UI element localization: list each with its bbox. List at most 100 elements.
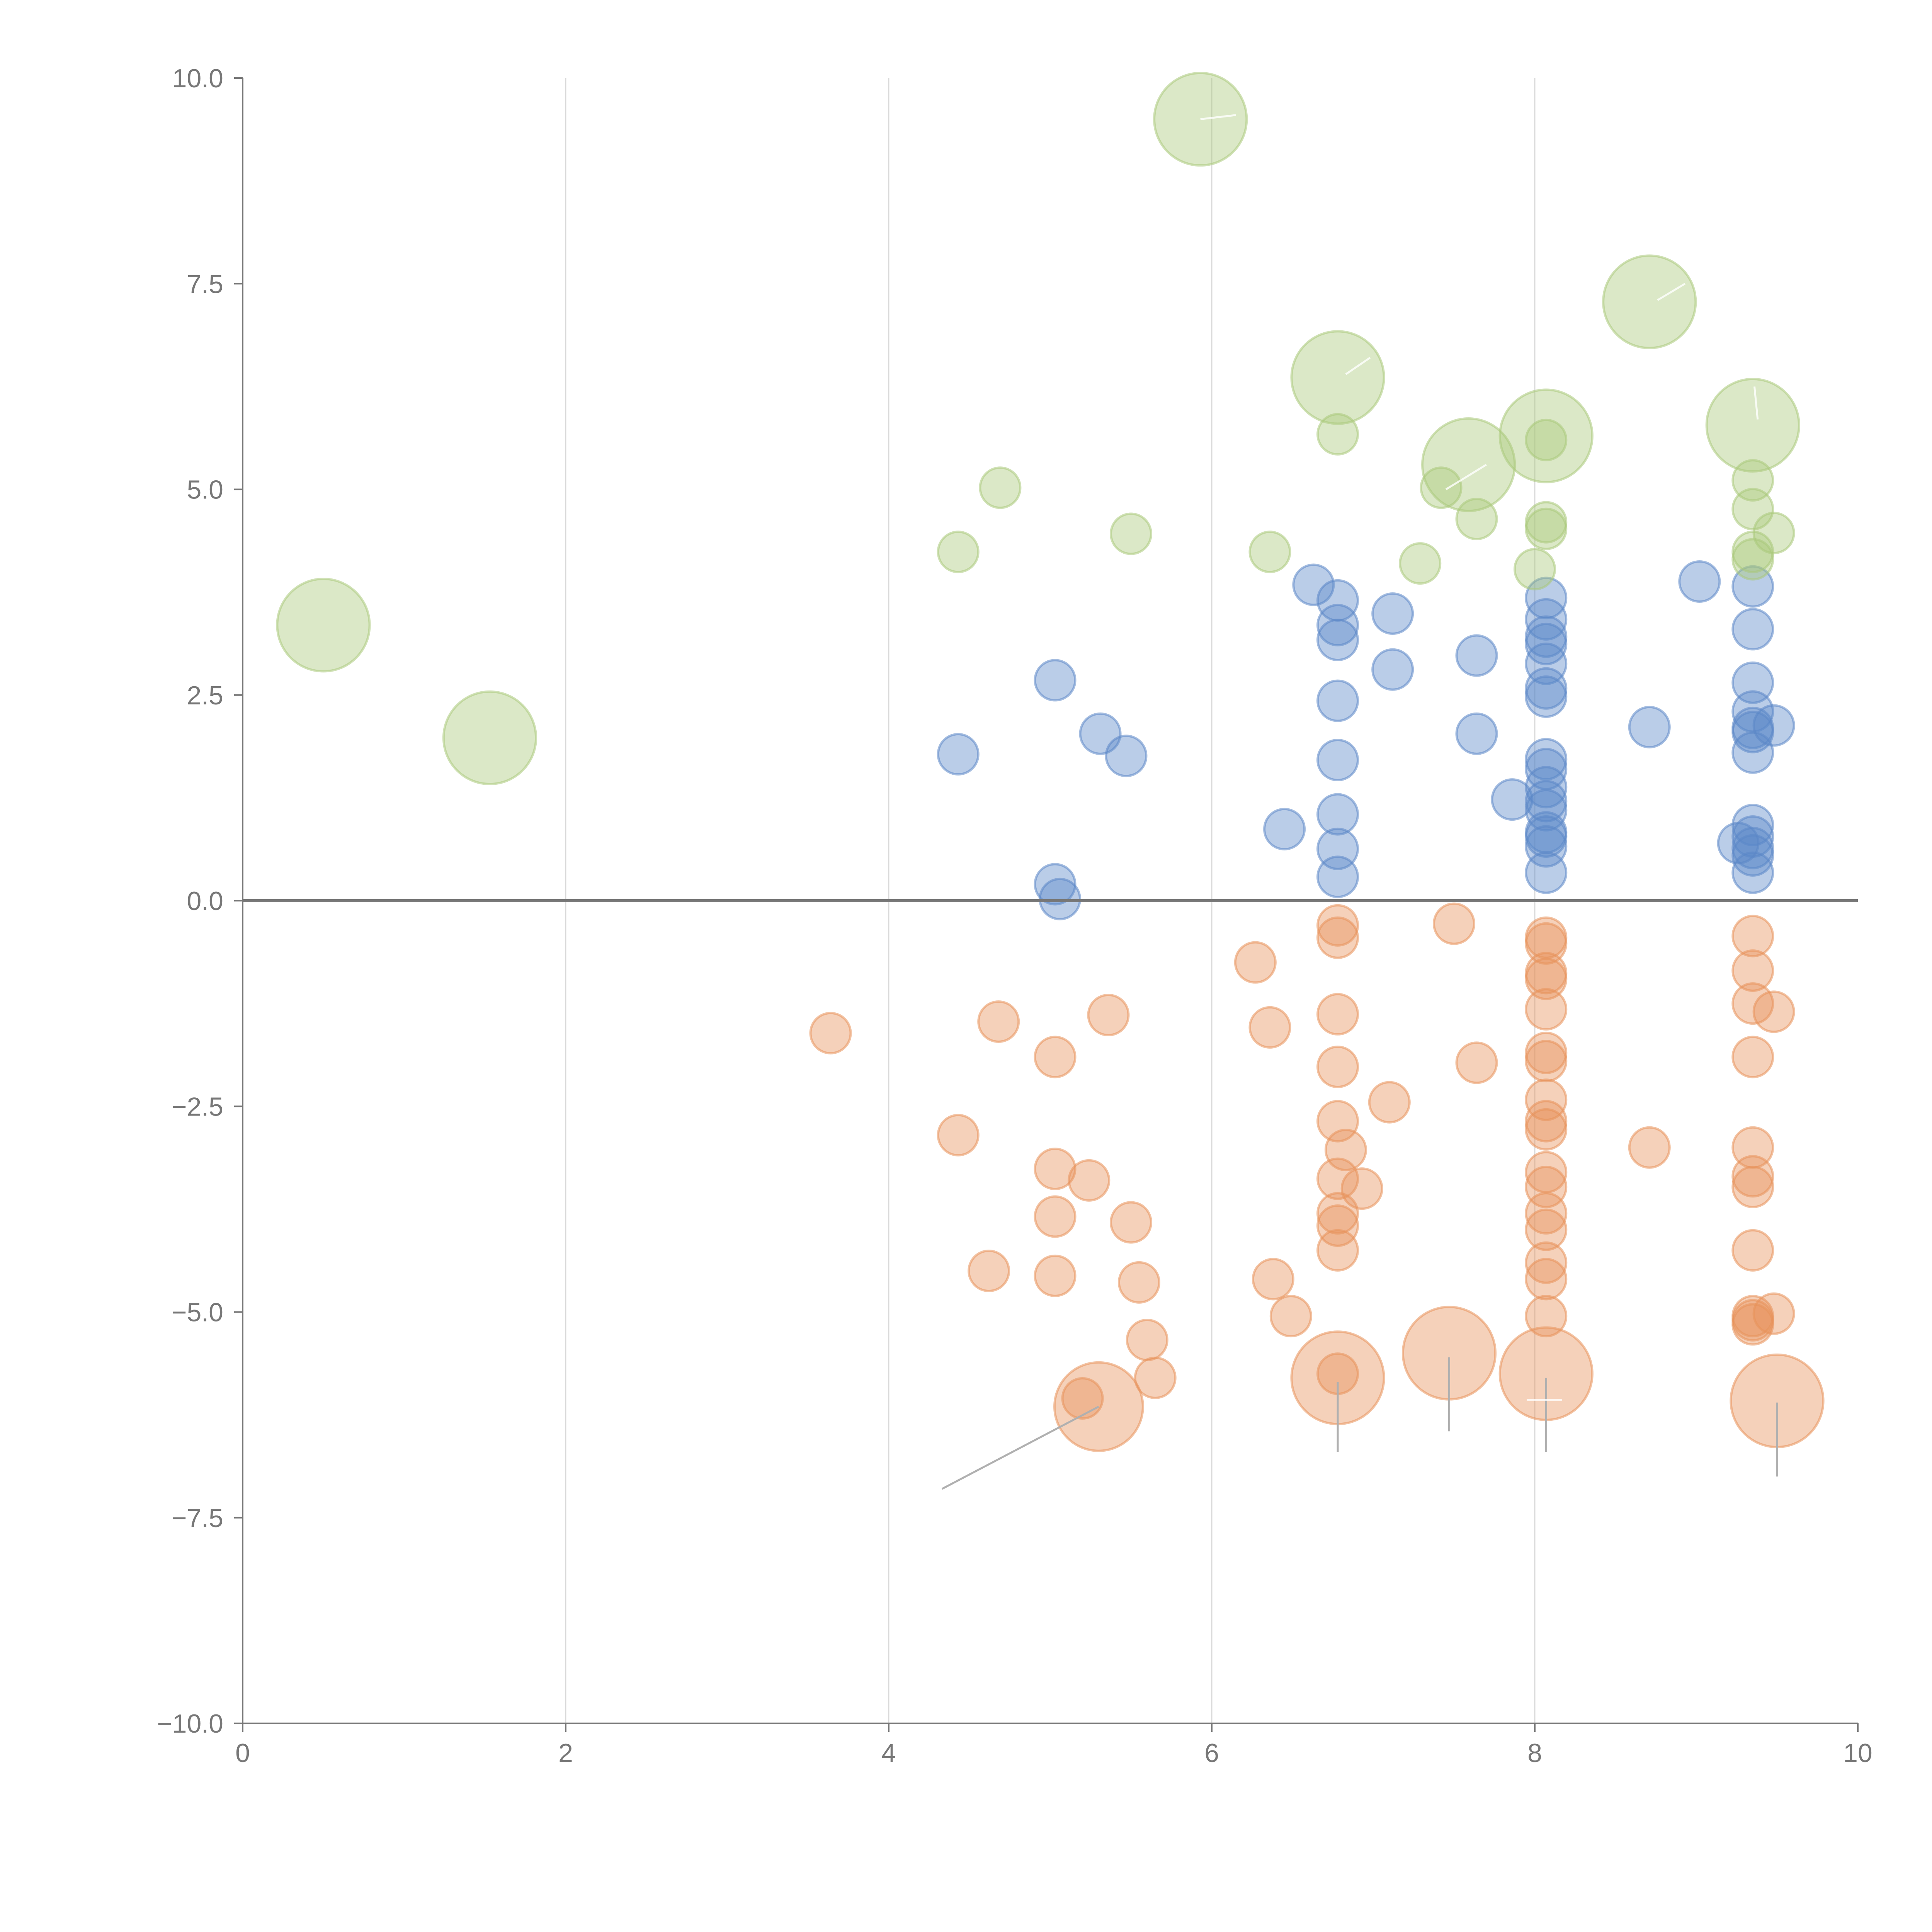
positive-point <box>1316 793 1359 836</box>
negative-point <box>1455 1041 1498 1084</box>
negative-point <box>1731 1165 1774 1208</box>
positive-point <box>1316 619 1359 662</box>
positive-point <box>1525 780 1568 823</box>
positive-point <box>1316 855 1359 898</box>
series-negative <box>809 902 1825 1452</box>
positive-point <box>1731 608 1774 651</box>
light-leader-line <box>1345 357 1371 375</box>
negative-point <box>1525 988 1568 1031</box>
negative-point <box>1731 1303 1774 1346</box>
x-tick-label: 4 <box>881 1738 896 1768</box>
negative-point <box>1316 916 1359 959</box>
positive-point <box>1628 706 1671 748</box>
negative-point <box>1061 1377 1104 1420</box>
negative-point <box>1525 922 1568 965</box>
positive-point <box>1039 878 1082 920</box>
negative-point <box>1252 1258 1294 1301</box>
highlight-point <box>1602 254 1697 349</box>
positive-point <box>1455 712 1498 755</box>
positive-point <box>1731 661 1774 704</box>
y-axis-ticks: 10.0 7.5 5.0 2.5 0.0 −2.5 −5.0 −7.5 −10.0 <box>157 64 243 1738</box>
negative-point <box>1126 1318 1168 1361</box>
positive-point <box>1678 560 1721 603</box>
positive-point <box>1525 675 1568 718</box>
negative-point <box>1731 949 1774 992</box>
negative-point <box>1525 957 1568 1000</box>
y-tick-label: −10.0 <box>157 1709 223 1738</box>
negative-point <box>1731 1155 1774 1198</box>
x-axis-ticks: 0 2 4 6 8 10 <box>235 1723 1872 1768</box>
y-tick-label: 7.5 <box>187 269 223 299</box>
series-highlight <box>276 71 1800 786</box>
negative-point <box>1628 1126 1671 1169</box>
negative-point <box>1316 1100 1359 1143</box>
negative-point <box>1248 1006 1291 1049</box>
negative-point <box>1316 1157 1359 1200</box>
highlight-point <box>442 690 537 786</box>
negative-point <box>1525 1078 1568 1121</box>
negative-point <box>1117 1261 1160 1304</box>
positive-point <box>1491 778 1534 821</box>
positive-point <box>1455 634 1498 677</box>
highlight-point <box>1316 413 1359 456</box>
highlight-point <box>1752 512 1795 554</box>
positive-point <box>1034 659 1077 702</box>
negative-point <box>1110 1201 1152 1244</box>
negative-point <box>1433 902 1475 945</box>
negative-point <box>1034 1036 1077 1078</box>
positive-point <box>1105 735 1148 777</box>
highlight-point <box>1153 71 1248 167</box>
positive-point <box>1371 648 1414 691</box>
positive-point <box>1316 738 1359 781</box>
negative-point <box>1731 1036 1774 1078</box>
negative-point <box>1525 1241 1568 1284</box>
highlight-point <box>1731 459 1774 502</box>
y-tick-label: 10.0 <box>172 64 223 93</box>
data-points <box>276 71 1825 1452</box>
negative-point <box>1525 1295 1568 1338</box>
negative-point <box>1368 1081 1411 1124</box>
positive-point <box>1371 592 1414 635</box>
highlight-point <box>979 466 1022 509</box>
y-tick-label: −5.0 <box>172 1298 223 1327</box>
negative-point <box>1316 993 1359 1036</box>
y-tick-label: −7.5 <box>172 1503 223 1533</box>
negative-point <box>1340 1167 1383 1210</box>
negative-point <box>1034 1254 1077 1297</box>
highlight-point <box>1399 542 1442 585</box>
negative-point <box>1269 1295 1312 1338</box>
light-leader-line <box>1753 386 1759 420</box>
annotation-leaders <box>941 114 1778 1490</box>
highlight-point <box>1514 548 1556 591</box>
negative-point <box>1087 993 1130 1036</box>
x-tick-label: 0 <box>235 1738 250 1768</box>
negative-point <box>1034 1148 1077 1190</box>
x-tick-label: 10 <box>1843 1738 1872 1768</box>
negative-point <box>1234 941 1277 984</box>
series-positive <box>937 560 1795 920</box>
light-leader-line <box>1445 464 1487 490</box>
positive-point <box>1525 577 1568 619</box>
highlight-point <box>1498 388 1594 483</box>
negative-point <box>1731 1229 1774 1272</box>
highlight-point <box>1731 488 1774 531</box>
y-tick-label: 5.0 <box>187 475 223 505</box>
negative-point <box>937 1114 980 1156</box>
highlight-point <box>1420 466 1463 509</box>
negative-point <box>1525 1040 1568 1083</box>
x-tick-label: 8 <box>1527 1738 1542 1768</box>
x-tick-label: 2 <box>558 1738 573 1768</box>
highlight-point <box>1455 498 1498 541</box>
positive-point <box>1525 598 1568 641</box>
highlight-point <box>276 578 371 673</box>
negative-point <box>1752 1292 1795 1335</box>
negative-point <box>1324 1129 1367 1172</box>
negative-point <box>1316 1229 1359 1272</box>
x-tick-label: 6 <box>1204 1738 1219 1768</box>
positive-point <box>1316 679 1359 722</box>
positive-point <box>1292 563 1335 606</box>
positive-point <box>1263 808 1306 850</box>
positive-point <box>1034 863 1077 906</box>
negative-point <box>1752 990 1795 1033</box>
